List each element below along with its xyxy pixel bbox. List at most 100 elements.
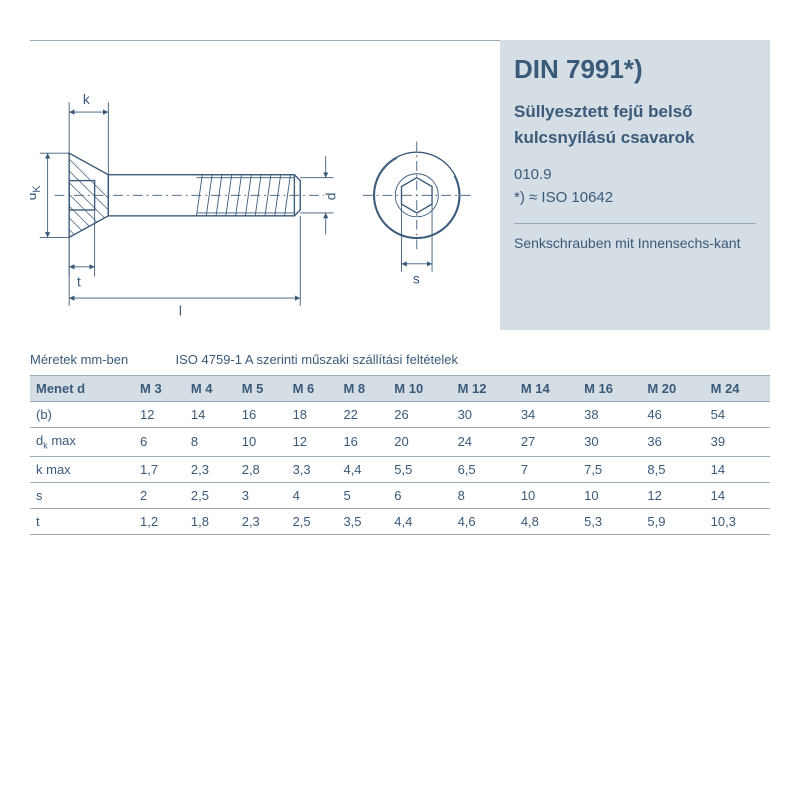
- cell: 34: [517, 402, 580, 428]
- cell: 6,5: [454, 456, 517, 482]
- cell: 36: [643, 428, 706, 457]
- cell: 38: [580, 402, 643, 428]
- col-header: M 16: [580, 376, 643, 402]
- cell: 39: [707, 428, 770, 457]
- cell: 12: [289, 428, 340, 457]
- header-label: Menet d: [30, 376, 136, 402]
- table-caption: Méretek mm-ben ISO 4759-1 A szerinti műs…: [30, 352, 770, 367]
- cell: 10: [580, 482, 643, 508]
- table-row: (b)1214161822263034384654: [30, 402, 770, 428]
- table-row: dk max68101216202427303639: [30, 428, 770, 457]
- cell: 2,3: [187, 456, 238, 482]
- cell: 2,8: [238, 456, 289, 482]
- dim-label-d: d: [324, 193, 339, 201]
- cell: 2,5: [187, 482, 238, 508]
- cell: 12: [643, 482, 706, 508]
- cell: 46: [643, 402, 706, 428]
- row-label: t: [30, 508, 136, 534]
- cell: 16: [238, 402, 289, 428]
- cell: 5,9: [643, 508, 706, 534]
- standard-title: DIN 7991*): [514, 54, 756, 85]
- cell: 6: [390, 482, 453, 508]
- cell: 16: [339, 428, 390, 457]
- dim-label-l: l: [179, 304, 182, 319]
- row-label: dk max: [30, 428, 136, 457]
- cell: 12: [136, 402, 187, 428]
- subtitle-line2: kulcsnyílású csavarok: [514, 125, 756, 151]
- col-header: M 24: [707, 376, 770, 402]
- cell: 3: [238, 482, 289, 508]
- cell: 4,8: [517, 508, 580, 534]
- cell: 2,5: [289, 508, 340, 534]
- cell: 27: [517, 428, 580, 457]
- page: k dK t l d: [0, 0, 800, 800]
- col-header: M 4: [187, 376, 238, 402]
- cell: 8,5: [643, 456, 706, 482]
- col-header: M 20: [643, 376, 706, 402]
- top-row: k dK t l d: [30, 40, 770, 330]
- cell: 14: [187, 402, 238, 428]
- cell: 7: [517, 456, 580, 482]
- cell: 30: [580, 428, 643, 457]
- dim-label-dk: dK: [30, 185, 43, 201]
- cell: 18: [289, 402, 340, 428]
- cell: 2: [136, 482, 187, 508]
- cell: 10: [238, 428, 289, 457]
- cell: 5,5: [390, 456, 453, 482]
- technical-drawing: k dK t l d: [30, 40, 500, 330]
- cell: 1,8: [187, 508, 238, 534]
- row-label: s: [30, 482, 136, 508]
- cell: 8: [187, 428, 238, 457]
- property-class: 010.9: [514, 164, 756, 187]
- row-label: (b): [30, 402, 136, 428]
- cell: 1,7: [136, 456, 187, 482]
- cell: 8: [454, 482, 517, 508]
- cell: 2,3: [238, 508, 289, 534]
- cell: 24: [454, 428, 517, 457]
- cell: 1,2: [136, 508, 187, 534]
- cell: 3,5: [339, 508, 390, 534]
- cell: 4,4: [390, 508, 453, 534]
- dim-label-s: s: [413, 271, 420, 286]
- cell: 14: [707, 482, 770, 508]
- cell: 20: [390, 428, 453, 457]
- cell: 22: [339, 402, 390, 428]
- cell: 10,3: [707, 508, 770, 534]
- col-header: M 10: [390, 376, 453, 402]
- col-header: M 8: [339, 376, 390, 402]
- col-header: M 5: [238, 376, 289, 402]
- dim-label-k: k: [83, 92, 90, 107]
- subtitle-line1: Süllyesztett fejű belső: [514, 99, 756, 125]
- caption-units: Méretek mm-ben: [30, 352, 128, 367]
- spec-table: Menet d M 3 M 4 M 5 M 6 M 8 M 10 M 12 M …: [30, 375, 770, 535]
- cell: 30: [454, 402, 517, 428]
- cell: 3,3: [289, 456, 340, 482]
- caption-standard: ISO 4759-1 A szerinti műszaki szállítási…: [176, 352, 459, 367]
- table-row: t1,21,82,32,53,54,44,64,85,35,910,3: [30, 508, 770, 534]
- col-header: M 12: [454, 376, 517, 402]
- info-panel: DIN 7991*) Süllyesztett fejű belső kulcs…: [500, 40, 770, 330]
- cell: 26: [390, 402, 453, 428]
- table-row: k max1,72,32,83,34,45,56,577,58,514: [30, 456, 770, 482]
- col-header: M 14: [517, 376, 580, 402]
- col-header: M 3: [136, 376, 187, 402]
- table-header-row: Menet d M 3 M 4 M 5 M 6 M 8 M 10 M 12 M …: [30, 376, 770, 402]
- cell: 54: [707, 402, 770, 428]
- cell: 4,4: [339, 456, 390, 482]
- screw-diagram-svg: k dK t l d: [30, 41, 500, 330]
- row-label: k max: [30, 456, 136, 482]
- divider: [514, 223, 756, 224]
- cell: 4,6: [454, 508, 517, 534]
- cell: 5: [339, 482, 390, 508]
- cell: 6: [136, 428, 187, 457]
- german-description: Senkschrauben mit Innensechs-kant: [514, 234, 756, 254]
- cell: 14: [707, 456, 770, 482]
- col-header: M 6: [289, 376, 340, 402]
- table-row: s22,53456810101214: [30, 482, 770, 508]
- dim-label-t: t: [77, 274, 81, 289]
- cell: 7,5: [580, 456, 643, 482]
- cell: 5,3: [580, 508, 643, 534]
- cell: 4: [289, 482, 340, 508]
- cell: 10: [517, 482, 580, 508]
- iso-equivalent: *) ≈ ISO 10642: [514, 187, 756, 210]
